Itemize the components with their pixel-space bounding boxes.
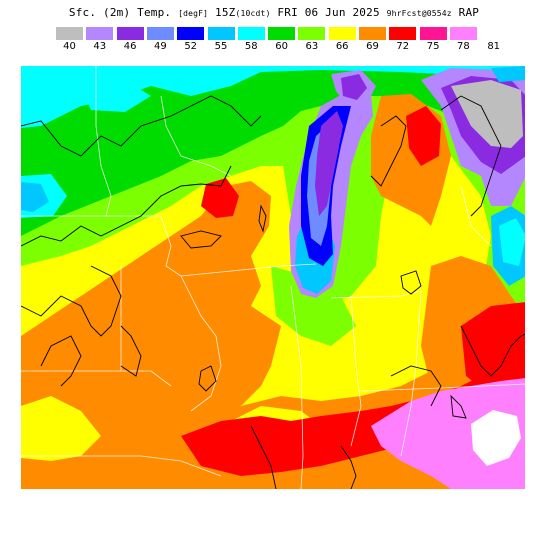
skyblue-top-right — [491, 66, 525, 82]
title-local-time: (10cdt) — [235, 9, 271, 18]
legend-tick-81: 81 — [487, 41, 501, 52]
legend-swatch-55 — [207, 27, 235, 40]
legend-tick-49: 49 — [154, 41, 167, 52]
legend-tick-43: 43 — [93, 41, 107, 52]
erie-cyan — [499, 218, 525, 266]
legend-tick-78: 78 — [457, 41, 470, 52]
title-model: RAP — [458, 6, 480, 19]
cyan-north — [21, 66, 525, 128]
map-title: Sfc. (2m) Temp. [degF] 15Z(10cdt) FRI 06… — [0, 6, 548, 19]
legend-tick-75: 75 — [426, 41, 440, 52]
cyan-nw-patch — [81, 84, 151, 112]
legend-swatch-78 — [449, 27, 477, 40]
legend-tick-55: 55 — [214, 41, 228, 52]
legend-tick-52: 52 — [184, 41, 198, 52]
legend-swatch-46 — [116, 27, 144, 40]
yellow-south-a — [21, 396, 101, 461]
title-time: 15Z — [215, 6, 236, 19]
lake-huron-grey — [451, 80, 523, 148]
title-date: FRI 06 Jun 2025 — [277, 6, 380, 19]
title-units: [degF] — [178, 9, 209, 18]
red-east — [461, 302, 525, 396]
isotherm-contours — [21, 95, 525, 489]
legend-swatch-63 — [298, 27, 326, 40]
legend-tick-40: 40 — [63, 41, 76, 52]
legend-swatch-72 — [389, 27, 417, 40]
legend-swatch-66 — [328, 27, 356, 40]
red-west-a — [201, 178, 239, 218]
lake-superior-purple — [341, 74, 367, 100]
state-borders — [21, 66, 525, 489]
legend-tick-63: 63 — [305, 41, 319, 52]
legend-swatch-40 — [56, 27, 83, 40]
legend-tick-46: 46 — [123, 41, 137, 52]
legend-tick-58: 58 — [244, 41, 258, 52]
legend-tick-72: 72 — [396, 41, 410, 52]
red-ne — [406, 106, 441, 166]
legend-swatch-75 — [419, 27, 447, 40]
skyblue-west — [21, 182, 49, 212]
legend-swatch-49 — [146, 27, 174, 40]
legend-swatch-69 — [359, 27, 386, 40]
legend-tick-69: 69 — [366, 41, 379, 52]
red-south — [181, 376, 481, 476]
white-se — [471, 410, 521, 466]
orange-region — [21, 181, 281, 456]
color-legend: 40 43 46 49 52 55 58 60 63 66 69 72 75 78 81 — [56, 27, 510, 55]
legend-tick-60: 60 — [275, 41, 288, 52]
legend-swatch-52 — [177, 27, 205, 40]
title-forecast: 9hrFcst@0554z — [386, 9, 452, 18]
lime-central — [271, 266, 356, 346]
legend-tick-66: 66 — [335, 41, 349, 52]
lake-michigan-purple — [315, 111, 343, 216]
legend-swatch-58 — [237, 27, 265, 40]
legend-swatch-43 — [86, 27, 114, 40]
temperature-map — [21, 66, 525, 489]
legend-swatch-60 — [268, 27, 296, 40]
title-variable: Sfc. (2m) Temp. — [68, 6, 172, 19]
